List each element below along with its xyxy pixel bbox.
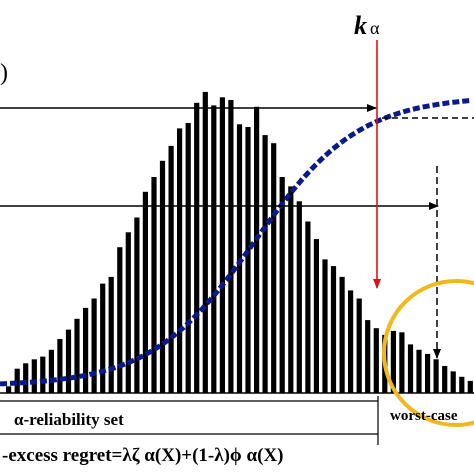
histogram-bar-tail xyxy=(407,344,414,393)
histogram-bars xyxy=(6,91,473,394)
histogram-bar xyxy=(74,318,80,394)
histogram-bar xyxy=(134,217,140,393)
histogram-bar xyxy=(339,276,345,393)
histogram-bar xyxy=(125,232,131,393)
histogram-bar xyxy=(254,106,260,394)
reliability-set-label: α-reliability set xyxy=(14,410,124,429)
histogram-bar xyxy=(91,298,97,393)
histogram-bar-tail xyxy=(442,366,448,393)
left-axis-fragment: ) xyxy=(0,60,8,86)
histogram-bar xyxy=(202,91,208,394)
histogram-bar xyxy=(288,186,294,393)
worst-case-region-circle xyxy=(382,279,474,427)
histogram-bar-tail xyxy=(450,371,456,393)
histogram-bar xyxy=(194,102,200,394)
histogram-bar xyxy=(83,307,89,393)
histogram-bar xyxy=(159,160,166,393)
histogram-bar xyxy=(40,356,46,394)
histogram-bar xyxy=(245,127,251,393)
histogram-bar xyxy=(185,123,191,393)
histogram-bar xyxy=(390,330,396,393)
histogram-bar xyxy=(151,177,157,393)
histogram-bar xyxy=(373,328,379,393)
formula-label: -excess regret=λζ α(X)+(1-λ)ϕ α(X) xyxy=(2,445,284,466)
histogram-bar-tail xyxy=(433,359,439,394)
histogram-bar xyxy=(365,320,371,393)
histogram-bar xyxy=(100,283,106,393)
histogram-bar xyxy=(356,298,362,393)
histogram-bar xyxy=(48,349,54,393)
histogram-bar-tail xyxy=(459,376,465,393)
histogram-bar xyxy=(322,259,328,394)
histogram-bar xyxy=(57,339,63,393)
histogram-bar xyxy=(14,368,20,393)
histogram-bar xyxy=(330,266,337,393)
histogram-bar-tail xyxy=(425,353,431,394)
histogram-bar xyxy=(108,276,114,393)
histogram-bar xyxy=(279,177,285,393)
histogram-bar xyxy=(228,100,234,393)
histogram-bar-tail xyxy=(416,349,422,393)
histogram-bar xyxy=(211,105,217,394)
histogram-bar xyxy=(348,290,354,393)
histogram-bar xyxy=(6,386,12,394)
histogram-bar xyxy=(23,363,29,393)
histogram-bar-tail xyxy=(467,380,473,394)
histogram-bar xyxy=(168,145,174,393)
histogram-bar xyxy=(142,191,148,393)
histogram-bar xyxy=(399,332,405,394)
histogram-bar xyxy=(31,359,37,394)
histogram-bar xyxy=(313,239,319,393)
histogram-bar xyxy=(271,143,277,393)
histogram-bar xyxy=(65,329,72,394)
histogram-bar xyxy=(262,135,268,393)
histogram-bar xyxy=(177,128,183,393)
worst-case-label: worst-case xyxy=(390,408,458,424)
cdf-curve xyxy=(0,97,473,387)
histogram-bar xyxy=(296,201,302,393)
histogram-bar xyxy=(117,247,123,393)
histogram-bar xyxy=(219,97,225,394)
histogram-bar xyxy=(305,221,311,393)
